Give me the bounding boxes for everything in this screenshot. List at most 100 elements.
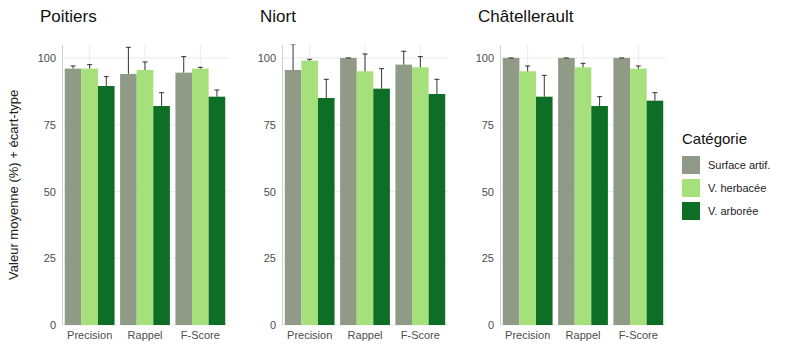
x-tick: Precision — [287, 325, 332, 341]
y-tick-label: 100 — [258, 52, 276, 64]
error-bar-cap — [401, 51, 406, 52]
error-bar-cap — [379, 68, 384, 69]
bar — [65, 69, 82, 325]
x-tick: F-Score — [401, 325, 440, 341]
error-bar-stem — [293, 45, 294, 70]
y-tick-label: 0 — [50, 319, 56, 331]
error-bar-cap — [509, 57, 514, 58]
error-bar — [324, 79, 329, 98]
chart: Valeur moyenne (%) + écart-type 0 25 50 75 10… — [0, 0, 800, 364]
bar — [285, 70, 302, 325]
x-tick-label: Rappel — [128, 329, 163, 341]
x-tick-label: Rappel — [566, 329, 601, 341]
panel: 0255075100PrecisionRappelF-ScoreNiort — [258, 7, 448, 341]
error-bar-cap — [636, 65, 641, 66]
y-axis: 0255075100 — [476, 45, 501, 331]
error-bar-cap — [291, 45, 296, 46]
error-bar-stem — [73, 66, 74, 69]
error-bar-cap — [214, 89, 219, 90]
error-bar — [418, 57, 423, 68]
legend-title: Catégorie — [682, 130, 747, 147]
error-bar-cap — [159, 92, 164, 93]
y-axis-line — [62, 45, 63, 325]
error-bar — [652, 93, 657, 101]
y-tick-label: 75 — [264, 119, 276, 131]
error-bar-cap — [346, 57, 351, 58]
error-bar-stem — [544, 75, 545, 96]
y-tick: 75 — [44, 119, 62, 131]
error-bar-cap — [525, 65, 530, 66]
error-bar-stem — [638, 66, 639, 69]
error-bar — [509, 57, 514, 58]
legend: CatégorieSurface artif.V. herbacéeV. arb… — [682, 130, 770, 220]
y-axis-title: Valeur moyenne (%) + écart-type — [6, 90, 21, 280]
error-bar-cap — [434, 79, 439, 80]
error-bar — [542, 75, 547, 96]
error-bar — [214, 90, 219, 97]
y-axis-line — [500, 45, 501, 325]
bar — [153, 106, 170, 325]
panel-title: Poitiers — [40, 7, 97, 26]
y-tick-label: 0 — [270, 319, 276, 331]
bar — [81, 69, 98, 325]
error-bar — [198, 67, 203, 68]
y-tick-label: 100 — [476, 52, 494, 64]
y-tick: 50 — [264, 185, 282, 197]
y-tick-label: 50 — [264, 185, 276, 197]
error-bar-stem — [145, 62, 146, 70]
legend-label: V. arborée — [708, 205, 758, 217]
error-bar — [636, 66, 641, 69]
y-tick-label: 75 — [44, 119, 56, 131]
y-axis-line — [282, 45, 283, 325]
x-tick-label: Precision — [287, 329, 332, 341]
y-axis: 0255075100 — [258, 45, 283, 331]
error-bar-cap — [71, 65, 76, 66]
y-tick: 50 — [44, 185, 62, 197]
error-bar — [307, 59, 312, 60]
legend-swatch — [682, 202, 700, 220]
error-bar-stem — [161, 93, 162, 106]
grid — [282, 58, 448, 325]
panel-title: Niort — [260, 7, 296, 26]
error-bar-cap — [198, 67, 203, 68]
y-tick: 75 — [482, 119, 500, 131]
x-axis: Precision Rappel F-Score — [505, 325, 658, 341]
y-tick-label: 25 — [482, 252, 494, 264]
bar — [373, 89, 390, 325]
error-bar — [181, 57, 186, 73]
error-bar-cap — [597, 96, 602, 97]
bar — [357, 71, 374, 325]
error-bar — [143, 62, 148, 70]
legend-swatch — [682, 179, 700, 197]
error-bar — [159, 93, 164, 106]
error-bar-cap — [104, 76, 109, 77]
bar — [192, 69, 209, 325]
error-bar-cap — [87, 64, 92, 65]
x-tick: F-Score — [181, 325, 220, 341]
error-bar — [564, 57, 569, 58]
error-bar — [346, 57, 351, 58]
error-bar-stem — [183, 57, 184, 73]
panel-title: Châtellerault — [478, 7, 574, 26]
bar — [98, 86, 115, 325]
bar — [120, 74, 137, 325]
y-tick-label: 75 — [482, 119, 494, 131]
x-tick: Precision — [505, 325, 550, 341]
error-bar-cap — [143, 61, 148, 62]
bar — [301, 61, 318, 325]
error-bar — [71, 66, 76, 69]
y-tick-label: 0 — [488, 319, 494, 331]
bar — [429, 94, 446, 325]
x-tick: Rappel — [566, 325, 601, 341]
bar — [137, 70, 154, 325]
error-bar — [525, 66, 530, 71]
x-tick: Rappel — [348, 325, 383, 341]
bar — [647, 101, 664, 325]
error-bar — [291, 45, 296, 70]
error-bar-stem — [583, 63, 584, 67]
bar — [630, 69, 647, 325]
x-tick-label: F-Score — [619, 329, 658, 341]
bar — [591, 106, 608, 325]
marks — [285, 45, 445, 325]
marks — [65, 47, 225, 325]
